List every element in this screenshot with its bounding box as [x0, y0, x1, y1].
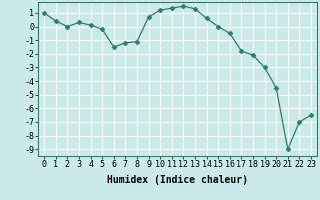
X-axis label: Humidex (Indice chaleur): Humidex (Indice chaleur) — [107, 175, 248, 185]
